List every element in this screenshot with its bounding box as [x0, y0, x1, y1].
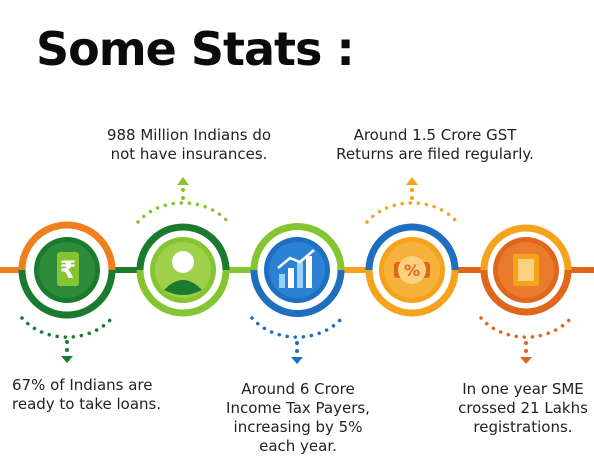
percent-badge-icon: %: [394, 256, 430, 284]
stat-text-gst: Around 1.5 Crore GST Returns are filed r…: [336, 126, 534, 163]
stat-node-sme: [479, 224, 573, 364]
svg-text:₹: ₹: [60, 256, 77, 284]
svg-text:%: %: [404, 261, 420, 280]
stat-text-tax-payers: Around 6 Crore Income Tax Payers, increa…: [226, 380, 370, 455]
stat-node-loans: ₹: [18, 221, 116, 363]
stat-text-sme: In one year SME crossed 21 Lakhs registr…: [458, 380, 588, 436]
stat-text-insurance: 988 Million Indians do not have insuranc…: [106, 126, 272, 163]
stat-node-tax-payers: [250, 223, 345, 364]
rupee-icon: ₹: [57, 252, 79, 286]
person-icon: [164, 251, 202, 295]
page-title: Some Stats :: [36, 22, 355, 76]
stat-text-loans: 67% of Indians are ready to take loans.: [12, 376, 162, 413]
stat-node-gst: %: [365, 177, 459, 317]
growth-chart-icon: [277, 249, 315, 288]
document-icon: [513, 254, 539, 286]
stat-node-insurance: [136, 177, 230, 317]
